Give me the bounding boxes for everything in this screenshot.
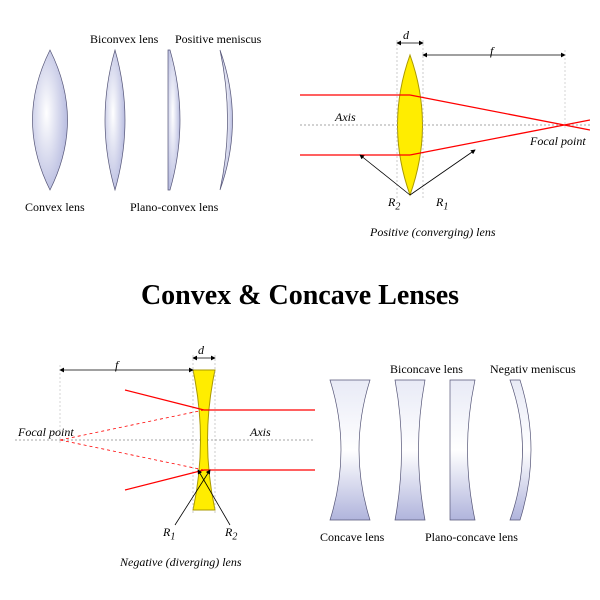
plano-concave-bottom-label: Plano-concave lens — [425, 530, 518, 545]
r1-label-pos: R1 — [436, 195, 448, 212]
positive-meniscus-top-label: Positive meniscus — [175, 32, 261, 47]
positive-meniscus-lens-shape — [220, 50, 233, 190]
negative-meniscus-top-label: Negativ meniscus — [490, 362, 576, 377]
focal-point-label-neg: Focal point — [18, 425, 74, 440]
plano-convex-bottom-label: Plano-convex lens — [130, 200, 218, 215]
ray-lower-out-neg — [125, 470, 204, 490]
biconvex-lens-shape — [105, 50, 125, 190]
positive-caption: Positive (converging) lens — [370, 225, 496, 240]
focal-point-label-pos: Focal point — [530, 134, 586, 149]
r1-label-neg: R1 — [163, 525, 175, 542]
biconcave-lens-shape — [395, 380, 425, 520]
converging-lens-shape — [398, 55, 423, 195]
convex-lens-shape — [33, 50, 68, 190]
d-label: d — [403, 28, 409, 43]
axis-label-neg: Axis — [250, 425, 271, 440]
negative-caption: Negative (diverging) lens — [120, 555, 242, 570]
axis-label-pos: Axis — [335, 110, 356, 125]
concave-lens-shape — [330, 380, 370, 520]
biconcave-top-label: Biconcave lens — [390, 362, 463, 377]
ray-upper-out-neg — [125, 390, 204, 410]
f-label-neg: f — [115, 358, 118, 373]
f-label: f — [490, 44, 493, 59]
main-title: Convex & Concave Lenses — [0, 280, 600, 312]
plano-convex-lens-shape — [168, 50, 180, 190]
plano-concave-lens-shape — [450, 380, 475, 520]
r2-label-neg: R2 — [225, 525, 237, 542]
ray-lower-virtual — [60, 440, 204, 470]
biconvex-top-label: Biconvex lens — [90, 32, 158, 47]
r2-label-pos: R2 — [388, 195, 400, 212]
concave-bottom-label: Concave lens — [320, 530, 384, 545]
ray-upper-virtual — [60, 410, 204, 440]
convex-bottom-label: Convex lens — [25, 200, 85, 215]
d-label-neg: d — [198, 343, 204, 358]
